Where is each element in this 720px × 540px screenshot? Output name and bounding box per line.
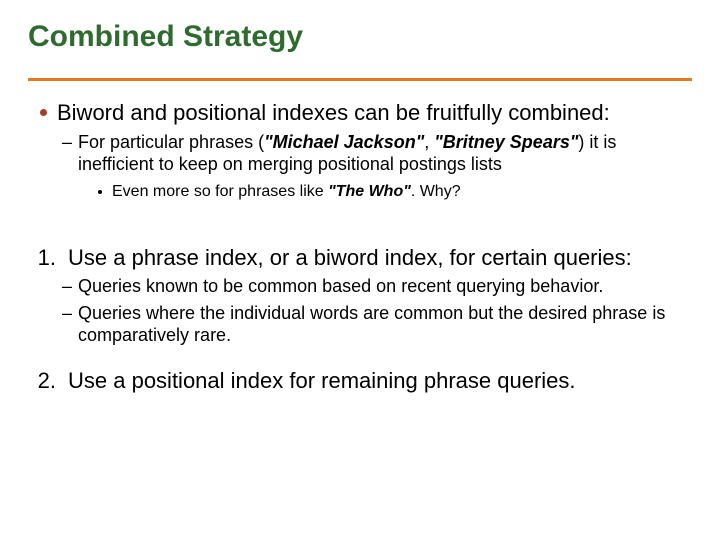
spacer	[28, 202, 692, 244]
sub-1: Even more so for phrases like "The Who".…	[98, 182, 692, 202]
num-2-text: Use a positional index for remaining phr…	[68, 367, 576, 395]
dash-2b-text: Queries where the individual words are c…	[78, 302, 692, 347]
num-1-label: 1.	[34, 244, 56, 272]
dash-1-text: For particular phrases ("Michael Jackson…	[78, 131, 692, 176]
s1-post: . Why?	[411, 183, 461, 200]
bullet-disc-icon	[40, 109, 47, 116]
sub-disc-icon	[98, 190, 102, 194]
dash-icon: –	[62, 131, 72, 154]
dash-2a: – Queries known to be common based on re…	[62, 275, 692, 298]
dash-2a-text: Queries known to be common based on rece…	[78, 275, 603, 298]
num-2: 2. Use a positional index for remaining …	[34, 367, 692, 395]
d1-pre: For particular phrases (	[78, 132, 264, 152]
slide-title: Combined Strategy	[28, 20, 692, 68]
s1-phrase: "The Who"	[328, 183, 411, 200]
dash-1: – For particular phrases ("Michael Jacks…	[62, 131, 692, 176]
dash-icon: –	[62, 275, 72, 298]
bullet-1: Biword and positional indexes can be fru…	[40, 99, 692, 127]
slide: Combined Strategy Biword and positional …	[0, 0, 720, 540]
s1-pre: Even more so for phrases like	[112, 183, 328, 200]
d1-phrase1: "Michael Jackson"	[264, 132, 424, 152]
num-1: 1. Use a phrase index, or a biword index…	[34, 244, 692, 272]
title-rule	[28, 78, 692, 81]
bullet-1-text: Biword and positional indexes can be fru…	[57, 99, 610, 127]
d1-sep: ,	[424, 132, 434, 152]
dash-icon: –	[62, 302, 72, 325]
d1-phrase2: "Britney Spears"	[434, 132, 578, 152]
dash-2b: – Queries where the individual words are…	[62, 302, 692, 347]
spacer	[28, 347, 692, 367]
num-1-text: Use a phrase index, or a biword index, f…	[68, 244, 632, 272]
num-2-label: 2.	[34, 367, 56, 395]
sub-1-text: Even more so for phrases like "The Who".…	[112, 182, 461, 202]
